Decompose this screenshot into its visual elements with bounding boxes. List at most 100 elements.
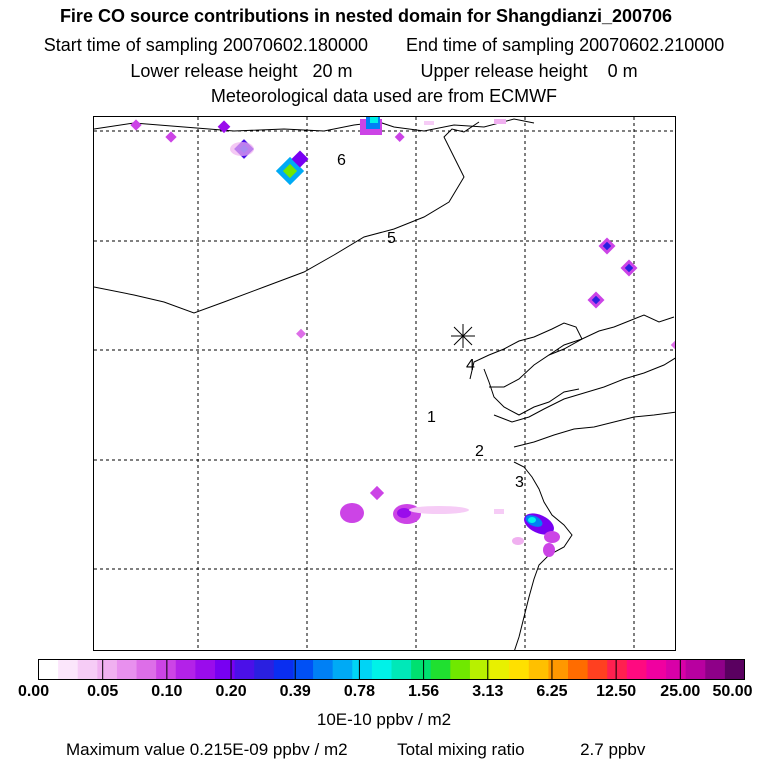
colorbar-tick-label: 0.39: [279, 683, 311, 700]
coast-liaodong: [469, 322, 583, 388]
colorbar-cell: [489, 659, 510, 680]
plume-cell: [670, 340, 675, 350]
start-time-label: Start time of sampling 20070602.180000: [43, 35, 368, 55]
receptor-stroke: [453, 326, 473, 346]
total-mixing-label: Total mixing ratio: [397, 740, 525, 759]
sampling-times-row: Start time of sampling 20070602.180000 E…: [0, 35, 768, 56]
colorbar-cell: [469, 659, 491, 680]
plume-cell: [409, 506, 469, 514]
plume-cell: [296, 328, 306, 339]
day-label: 3: [515, 474, 524, 491]
receptor-marker: [451, 324, 475, 348]
colorbar-cell: [548, 659, 569, 680]
day-label: 1: [427, 409, 436, 426]
colorbar-cell: [568, 659, 589, 680]
day-label: 2: [475, 443, 484, 460]
plume-cell: [130, 119, 142, 131]
colorbar: [38, 659, 745, 680]
colorbar-border: [38, 659, 745, 680]
chart-title: Fire CO source contributions in nested d…: [59, 6, 673, 26]
colorbar-cell: [705, 659, 726, 680]
met-data-label: Meteorological data used are from ECMWF: [210, 86, 558, 106]
colorbar-cell: [77, 659, 98, 680]
footer: Maximum value 0.215E-09 ppbv / m2 Total …: [66, 740, 645, 760]
colorbar-tick-label: 3.13: [472, 683, 504, 700]
colorbar-cell: [685, 659, 706, 680]
colorbar-cell: [175, 659, 196, 680]
colorbar-cell: [352, 659, 373, 680]
plume-cell: [369, 485, 385, 501]
end-time-label: End time of sampling 20070602.210000: [406, 35, 725, 55]
coast-korea-bay: [513, 411, 675, 448]
colorbar-cell: [156, 659, 177, 680]
plume-cell: [340, 503, 364, 523]
day-labels: 1 2 3 4 5 6: [337, 152, 524, 491]
colorbar-cell: [234, 659, 255, 680]
plume-cell: [397, 508, 411, 518]
colorbar-tick-label: 25.00: [660, 683, 701, 700]
coast-east: [548, 314, 675, 356]
colorbar-cell: [215, 659, 236, 680]
colorbar-cell: [626, 659, 647, 680]
colorbar-tick-label: 50.00: [712, 683, 753, 700]
plume-cell: [282, 163, 298, 179]
plume-cell: [624, 263, 634, 273]
colorbar-cell: [666, 659, 687, 680]
colorbar-cell: [116, 659, 138, 680]
colorbar-cell: [195, 659, 216, 680]
plume-cell: [217, 120, 231, 134]
colorbar-tick-label: 0.78: [343, 683, 375, 700]
day-label: 4: [466, 357, 475, 374]
colorbar-cell: [273, 659, 294, 680]
plume-cell: [165, 131, 177, 143]
colorbar-units: 10E-10 ppbv / m2: [316, 710, 452, 729]
total-mixing-value: 2.7 ppbv: [580, 740, 646, 759]
colorbar-cell: [313, 659, 334, 680]
colorbar-cell: [391, 659, 412, 680]
colorbar-cell: [528, 659, 549, 680]
plume-cell: [512, 537, 524, 545]
plume-cell: [370, 117, 378, 123]
map-panel: 1 2 3 4 5 6: [93, 116, 676, 651]
colorbar-cell: [38, 659, 59, 680]
colorbar-cell: [450, 659, 471, 680]
day-label: 5: [387, 230, 396, 247]
colorbar-cell: [411, 659, 432, 680]
colorbar-cell: [293, 659, 314, 680]
upper-release-label: Upper release height 0 m: [420, 61, 638, 81]
plume-cell: [591, 295, 601, 305]
colorbar-cell: [646, 659, 667, 680]
colorbar-tick-label: 0.20: [215, 683, 247, 700]
colorbar-cell: [587, 659, 608, 680]
lower-release-label: Lower release height 20 m: [130, 61, 353, 81]
release-height-row: Lower release height 20 m Upper release …: [0, 61, 768, 82]
plume-cell: [494, 119, 506, 124]
colorbar-cell: [724, 659, 745, 680]
colorbar-tick-label: 0.05: [87, 683, 119, 700]
colorbar-cell: [430, 659, 451, 680]
border-mid: [94, 121, 480, 314]
colorbar-cell: [254, 659, 275, 680]
plumes: [130, 117, 675, 557]
colorbar-tick-label: 6.25: [536, 683, 568, 700]
colorbar-cell: [97, 659, 118, 680]
colorbar-tick-label: 0.00: [17, 683, 50, 700]
plume-cell: [230, 142, 254, 156]
plume-cell: [543, 543, 555, 557]
colorbar-cell: [607, 659, 628, 680]
plume-cell: [528, 517, 536, 523]
plume-cell: [424, 121, 434, 125]
grid-lines: [94, 117, 675, 650]
colorbar-cell: [509, 659, 530, 680]
colorbar-tick-label: 12.50: [596, 683, 637, 700]
coastlines: [94, 118, 675, 650]
coast-bohai: [483, 368, 580, 416]
plume-cell: [394, 132, 405, 142]
plume-cell: [494, 509, 504, 514]
coast-shandong-south: [513, 461, 573, 650]
day-label: 6: [337, 152, 346, 169]
colorbar-cell: [371, 659, 392, 680]
coast-shandong-north: [493, 357, 675, 423]
map-svg: 1 2 3 4 5 6: [94, 117, 675, 650]
colorbar-tick-label: 1.56: [408, 683, 440, 700]
